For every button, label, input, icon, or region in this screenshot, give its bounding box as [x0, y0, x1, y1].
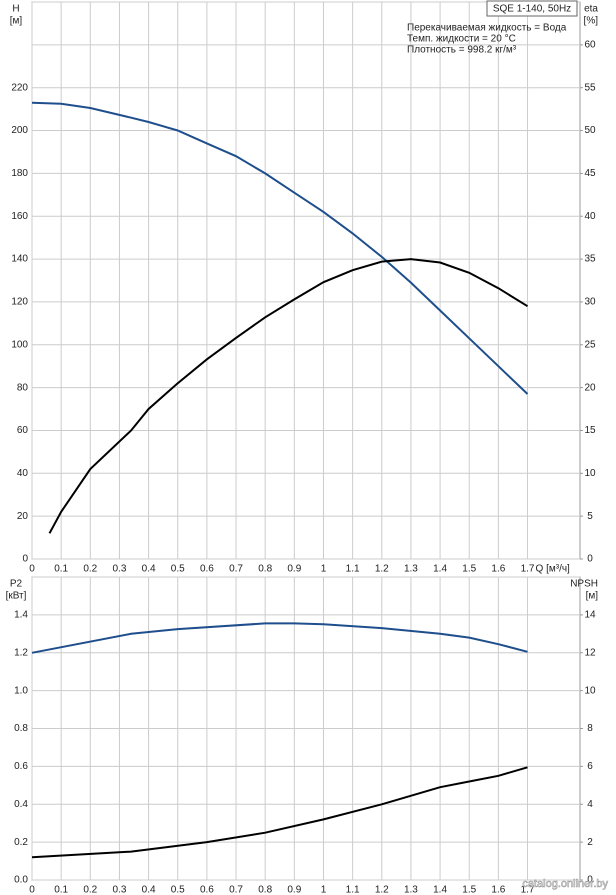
- y-tick-label: 0: [22, 554, 28, 565]
- y2-tick-label: 50: [584, 125, 596, 136]
- y-tick-label: 140: [11, 254, 28, 265]
- x-tick-label: 0.8: [258, 885, 272, 895]
- x-tick-label: 1.4: [433, 564, 447, 575]
- chart-title: SQE 1-140, 50Hz: [493, 4, 571, 15]
- y2-axis-unit: [м]: [586, 591, 599, 602]
- x-tick-label: 1.7: [521, 885, 535, 895]
- y2-tick-label: 2: [587, 837, 593, 848]
- x-tick-label: 0.8: [258, 564, 272, 575]
- y2-tick-label: 15: [584, 425, 596, 436]
- y2-tick-label: 4: [587, 799, 593, 810]
- x-tick-label: 1.1: [346, 885, 360, 895]
- x-tick-label: 0.7: [229, 885, 243, 895]
- x-tick-label: 1: [321, 885, 327, 895]
- y2-tick-label: 60: [584, 39, 596, 50]
- y-tick-label: 60: [17, 425, 29, 436]
- y-tick-label: 220: [11, 82, 28, 93]
- title-box: [486, 0, 578, 17]
- x-tick-label: 0.3: [112, 564, 126, 575]
- y2-tick-label: 5: [587, 511, 593, 522]
- y2-tick-label: 40: [584, 211, 596, 222]
- x-tick-label: 1.4: [433, 885, 447, 895]
- y-tick-label: 1.0: [14, 685, 28, 696]
- x-tick-label: 1.5: [462, 885, 476, 895]
- x-tick-label: 0.5: [171, 564, 185, 575]
- y2-axis-unit: [%]: [584, 16, 599, 27]
- y2-tick-label: 0: [587, 554, 593, 565]
- x-tick-label: 0.5: [171, 885, 185, 895]
- y2-tick-label: 6: [587, 761, 593, 772]
- y2-tick-label: 30: [584, 297, 596, 308]
- y2-tick-label: 45: [584, 168, 596, 179]
- y2-axis-label: eta: [584, 4, 598, 15]
- x-tick-label: 0.4: [142, 564, 156, 575]
- y-tick-label: 0.2: [14, 837, 28, 848]
- x-tick-label: 0.1: [54, 564, 68, 575]
- x-tick-label: 1.2: [375, 564, 389, 575]
- curve: [31, 766, 528, 859]
- curve: [48, 258, 529, 534]
- y-axis-label: P2: [10, 579, 23, 590]
- annotation: Перекачиваемая жидкость = Вода: [407, 23, 567, 34]
- y-tick-label: 0.0: [14, 875, 28, 886]
- x-tick-label: 1.2: [375, 885, 389, 895]
- y2-tick-label: 10: [584, 685, 596, 696]
- x-tick-label: 0.3: [112, 885, 126, 895]
- x-tick-label: 0.4: [142, 885, 156, 895]
- x-tick-label: 0.6: [200, 885, 214, 895]
- annotation: Темп. жидкости = 20 °C: [407, 34, 516, 45]
- y-tick-label: 120: [11, 297, 28, 308]
- y2-tick-label: 12: [584, 647, 596, 658]
- y-tick-label: 160: [11, 211, 28, 222]
- y-tick-label: 40: [17, 468, 29, 479]
- x-tick-label: 1.6: [491, 885, 505, 895]
- x-tick-label: 0.7: [229, 564, 243, 575]
- y-tick-label: 100: [11, 339, 28, 350]
- y2-tick-label: 8: [587, 723, 593, 734]
- y2-tick-label: 55: [584, 82, 596, 93]
- y2-tick-label: 35: [584, 254, 596, 265]
- y-tick-label: 0.6: [14, 761, 28, 772]
- x-tick-label: 0.9: [287, 564, 301, 575]
- x-tick-label: 1.3: [404, 885, 418, 895]
- y2-tick-label: 20: [584, 382, 596, 393]
- plot-area: [31, 1, 581, 560]
- y2-tick-label: 10: [584, 468, 596, 479]
- y-tick-label: 20: [17, 511, 29, 522]
- y-tick-label: 0.8: [14, 723, 28, 734]
- curve: [31, 622, 528, 654]
- x-tick-label: 0.1: [54, 885, 68, 895]
- y2-tick-label: 0: [587, 875, 593, 886]
- x-tick-label: 0.2: [83, 564, 97, 575]
- x-tick-label: 1.7: [521, 564, 535, 575]
- y-tick-label: 180: [11, 168, 28, 179]
- y-axis-unit: [м]: [10, 16, 23, 27]
- x-tick-label: 0.2: [83, 885, 97, 895]
- x-tick-label: 1.3: [404, 564, 418, 575]
- watermark: catalog.onliner.by: [522, 878, 608, 890]
- x-axis-label: Q [м³/ч]: [536, 564, 571, 575]
- y-tick-label: 200: [11, 125, 28, 136]
- x-tick-label: 0.9: [287, 885, 301, 895]
- y-axis-unit: [кВт]: [6, 591, 27, 602]
- y-axis-label: H: [12, 4, 19, 15]
- y-tick-label: 0.4: [14, 799, 28, 810]
- x-tick-label: 0.6: [200, 564, 214, 575]
- y-tick-label: 1.2: [14, 647, 28, 658]
- y-tick-label: 1.4: [14, 610, 28, 621]
- y2-tick-label: 25: [584, 339, 596, 350]
- x-tick-label: 1.6: [491, 564, 505, 575]
- y2-tick-label: 14: [584, 610, 596, 621]
- x-tick-label: 0: [29, 564, 35, 575]
- curve: [31, 101, 529, 395]
- y-tick-label: 80: [17, 382, 29, 393]
- x-tick-label: 1: [321, 564, 327, 575]
- x-tick-label: 1.5: [462, 564, 476, 575]
- x-tick-label: 1.1: [346, 564, 360, 575]
- annotation: Плотность = 998.2 кг/м³: [407, 45, 517, 56]
- y2-axis-label: NPSH: [570, 579, 598, 590]
- x-tick-label: 0: [29, 885, 35, 895]
